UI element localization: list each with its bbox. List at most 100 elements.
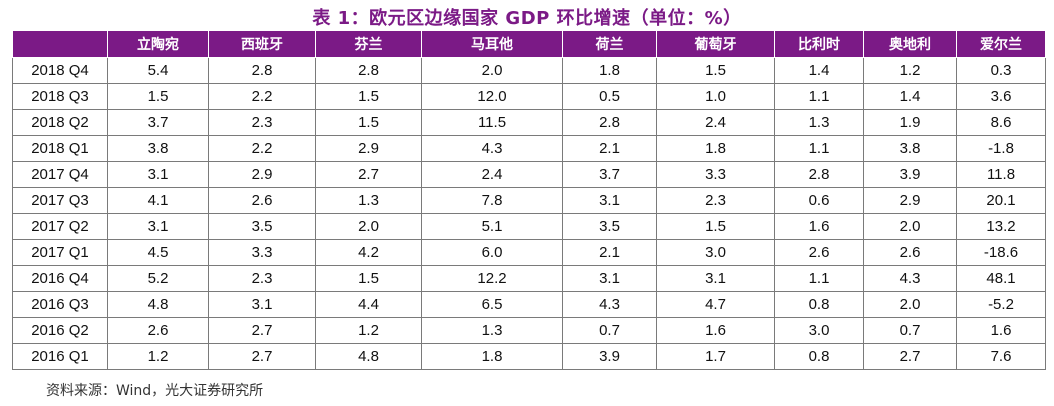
table-cell: 4.5 bbox=[107, 239, 209, 266]
table-cell: 3.3 bbox=[208, 239, 316, 266]
table-cell: 2.8 bbox=[774, 161, 864, 188]
table-cell: 0.5 bbox=[562, 83, 657, 110]
table-cell: 3.9 bbox=[863, 161, 957, 188]
table-cell: 2.7 bbox=[208, 317, 316, 344]
table-cell: 1.1 bbox=[774, 83, 864, 110]
table-cell: 1.8 bbox=[421, 343, 563, 370]
table-cell: 1.5 bbox=[315, 265, 422, 292]
row-label: 2017 Q2 bbox=[12, 213, 108, 240]
table-cell: 3.0 bbox=[774, 317, 864, 344]
row-label: 2017 Q4 bbox=[12, 161, 108, 188]
table-cell: 4.3 bbox=[421, 135, 563, 162]
table-cell: 2.8 bbox=[208, 57, 316, 84]
table-cell: 1.5 bbox=[656, 213, 775, 240]
table-cell: 3.1 bbox=[107, 213, 209, 240]
table-cell: 3.8 bbox=[863, 135, 957, 162]
table-cell: 4.8 bbox=[107, 291, 209, 318]
table-cell: 0.8 bbox=[774, 291, 864, 318]
table-cell: 13.2 bbox=[956, 213, 1046, 240]
table-cell: 3.1 bbox=[562, 265, 657, 292]
column-header: 芬兰 bbox=[315, 30, 422, 58]
table-cell: 20.1 bbox=[956, 187, 1046, 214]
table-cell: 1.1 bbox=[774, 135, 864, 162]
table-cell: 1.5 bbox=[107, 83, 209, 110]
table-row: 2017 Q1 4.5 3.3 4.2 6.0 2.1 3.0 2.6 2.6 -18.6 bbox=[12, 239, 1046, 266]
table-cell: 2.0 bbox=[863, 291, 957, 318]
table-cell: 2.7 bbox=[208, 343, 316, 370]
column-header: 奥地利 bbox=[863, 30, 957, 58]
table-row: 2016 Q2 2.6 2.7 1.2 1.3 0.7 1.6 3.0 0.7 1.6 bbox=[12, 317, 1046, 344]
column-header: 爱尔兰 bbox=[956, 30, 1046, 58]
table-cell: 0.8 bbox=[774, 343, 864, 370]
table-cell: 1.5 bbox=[315, 83, 422, 110]
table-cell: 3.3 bbox=[656, 161, 775, 188]
table-cell: 3.1 bbox=[656, 265, 775, 292]
gdp-table: 立陶宛 西班牙 芬兰 马耳他 荷兰 葡萄牙 比利时 奥地利 爱尔兰 2018 Q… bbox=[12, 30, 1046, 370]
table-cell: 4.4 bbox=[315, 291, 422, 318]
source-note: 资料来源：Wind，光大证券研究所 bbox=[46, 383, 264, 399]
table-row: 2018 Q2 3.7 2.3 1.5 11.5 2.8 2.4 1.3 1.9 8.6 bbox=[12, 109, 1046, 136]
table-row: 2017 Q4 3.1 2.9 2.7 2.4 3.7 3.3 2.8 3.9 11.8 bbox=[12, 161, 1046, 188]
table-row: 2016 Q4 5.2 2.3 1.5 12.2 3.1 3.1 1.1 4.3 48.1 bbox=[12, 265, 1046, 292]
table-cell: 5.4 bbox=[107, 57, 209, 84]
table-cell: 2.6 bbox=[208, 187, 316, 214]
column-header: 立陶宛 bbox=[107, 30, 209, 58]
table-row: 2018 Q4 5.4 2.8 2.8 2.0 1.8 1.5 1.4 1.2 0.3 bbox=[12, 57, 1046, 84]
table-cell: 2.1 bbox=[562, 239, 657, 266]
table-cell: 2.7 bbox=[315, 161, 422, 188]
table-cell: 12.2 bbox=[421, 265, 563, 292]
table-cell: 1.2 bbox=[863, 57, 957, 84]
column-header: 比利时 bbox=[774, 30, 864, 58]
column-header: 葡萄牙 bbox=[656, 30, 775, 58]
table-cell: 2.7 bbox=[863, 343, 957, 370]
table-row: 2016 Q1 1.2 2.7 4.8 1.8 3.9 1.7 0.8 2.7 7.6 bbox=[12, 343, 1046, 370]
table-cell: 5.2 bbox=[107, 265, 209, 292]
table-cell: 2.6 bbox=[107, 317, 209, 344]
row-label: 2018 Q3 bbox=[12, 83, 108, 110]
table-row: 2016 Q3 4.8 3.1 4.4 6.5 4.3 4.7 0.8 2.0 -5.2 bbox=[12, 291, 1046, 318]
table-cell: 3.9 bbox=[562, 343, 657, 370]
table-cell: 1.4 bbox=[863, 83, 957, 110]
table-row: 2018 Q1 3.8 2.2 2.9 4.3 2.1 1.8 1.1 3.8 -1.8 bbox=[12, 135, 1046, 162]
table-cell: 2.9 bbox=[208, 161, 316, 188]
table-cell: 3.6 bbox=[956, 83, 1046, 110]
table-cell: 4.1 bbox=[107, 187, 209, 214]
table-cell: 1.5 bbox=[656, 57, 775, 84]
table-cell: 3.1 bbox=[208, 291, 316, 318]
table-cell: 2.6 bbox=[863, 239, 957, 266]
table-cell: 2.0 bbox=[863, 213, 957, 240]
row-label: 2016 Q3 bbox=[12, 291, 108, 318]
column-header: 荷兰 bbox=[562, 30, 657, 58]
header-row: 立陶宛 西班牙 芬兰 马耳他 荷兰 葡萄牙 比利时 奥地利 爱尔兰 bbox=[12, 30, 1046, 58]
table-cell: 8.6 bbox=[956, 109, 1046, 136]
table-cell: 5.1 bbox=[421, 213, 563, 240]
table-cell: 2.8 bbox=[562, 109, 657, 136]
table-cell: 3.7 bbox=[562, 161, 657, 188]
table-cell: 1.2 bbox=[315, 317, 422, 344]
table-cell: -18.6 bbox=[956, 239, 1046, 266]
table-cell: 0.3 bbox=[956, 57, 1046, 84]
table-cell: 4.2 bbox=[315, 239, 422, 266]
table-cell: 2.2 bbox=[208, 83, 316, 110]
table-cell: 2.9 bbox=[315, 135, 422, 162]
table-body: 2018 Q4 5.4 2.8 2.8 2.0 1.8 1.5 1.4 1.2 0.3 2018 Q… bbox=[12, 57, 1046, 370]
table-cell: 4.3 bbox=[562, 291, 657, 318]
row-label: 2018 Q1 bbox=[12, 135, 108, 162]
table-cell: 2.3 bbox=[656, 187, 775, 214]
table-cell: 1.6 bbox=[656, 317, 775, 344]
table-cell: 1.4 bbox=[774, 57, 864, 84]
table-row: 2018 Q3 1.5 2.2 1.5 12.0 0.5 1.0 1.1 1.4 3.6 bbox=[12, 83, 1046, 110]
table-cell: 2.8 bbox=[315, 57, 422, 84]
table-cell: 1.6 bbox=[956, 317, 1046, 344]
table-cell: 11.5 bbox=[421, 109, 563, 136]
row-label: 2016 Q1 bbox=[12, 343, 108, 370]
table-cell: 7.6 bbox=[956, 343, 1046, 370]
table-cell: 3.7 bbox=[107, 109, 209, 136]
table-cell: 0.6 bbox=[774, 187, 864, 214]
table-cell: 6.0 bbox=[421, 239, 563, 266]
row-label: 2017 Q3 bbox=[12, 187, 108, 214]
table-cell: 0.7 bbox=[863, 317, 957, 344]
row-label: 2018 Q2 bbox=[12, 109, 108, 136]
table-cell: 2.3 bbox=[208, 265, 316, 292]
table-cell: 2.0 bbox=[315, 213, 422, 240]
